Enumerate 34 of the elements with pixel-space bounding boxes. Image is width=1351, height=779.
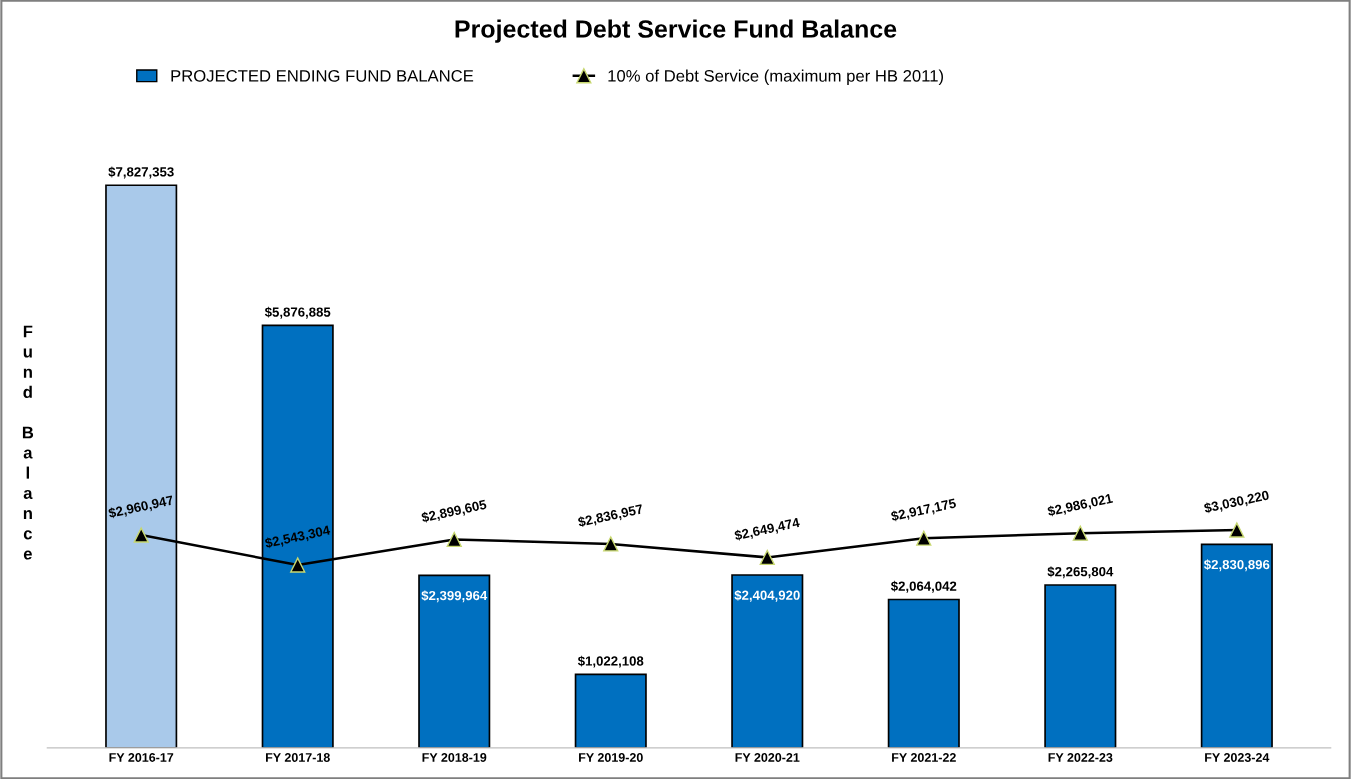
bar <box>418 574 491 748</box>
data-label: $5,876,885 <box>264 306 331 319</box>
data-label: $1,022,108 <box>577 655 644 668</box>
chart-title: Projected Debt Service Fund Balance <box>455 19 897 43</box>
bar <box>731 574 804 748</box>
point <box>1229 522 1245 538</box>
bar <box>887 598 960 748</box>
data-label: $2,399,964 <box>421 590 488 603</box>
legend-label: PROJECTED ENDING FUND BALANCE <box>171 69 474 82</box>
data-label: $2,830,896 <box>1203 559 1270 572</box>
bar <box>1044 584 1117 748</box>
point <box>290 557 306 573</box>
x-tick-label: FY 2021-22 <box>892 753 956 762</box>
x-tick-label: FY 2020-21 <box>735 753 800 762</box>
data-label: $7,827,353 <box>108 166 174 179</box>
x-tick-label: FY 2016-17 <box>109 753 174 762</box>
data-label: $2,265,804 <box>1047 566 1114 579</box>
x-tick-label: FY 2023-24 <box>1205 753 1270 762</box>
point <box>446 531 462 548</box>
x-tick-label: FY 2017-18 <box>266 753 330 762</box>
point <box>133 527 149 543</box>
x-tick-label: FY 2022-23 <box>1048 753 1113 762</box>
x-tick-label: FY 2019-20 <box>579 753 643 762</box>
point <box>603 536 619 552</box>
data-label: $2,064,042 <box>890 580 957 593</box>
data-label: $2,404,920 <box>734 589 800 602</box>
bar <box>1200 543 1273 748</box>
point <box>1072 525 1088 541</box>
point <box>759 549 775 566</box>
point <box>916 530 932 546</box>
text: Fund Balance <box>22 325 34 560</box>
legend-label: 10% of Debt Service (maximum per HB 2011) <box>608 69 944 86</box>
x-tick-label: FY 2018-19 <box>422 753 487 762</box>
bar <box>574 673 647 748</box>
